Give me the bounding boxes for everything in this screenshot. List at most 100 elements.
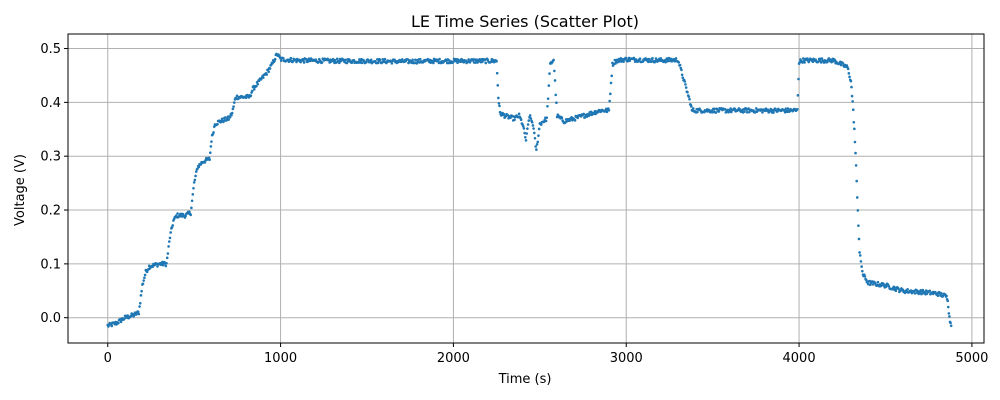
data-point bbox=[784, 107, 788, 110]
data-point bbox=[583, 116, 587, 119]
data-point bbox=[383, 57, 387, 61]
data-point bbox=[772, 111, 775, 114]
data-point bbox=[820, 57, 824, 60]
data-point bbox=[502, 112, 506, 116]
data-point bbox=[857, 237, 861, 241]
data-point bbox=[197, 165, 201, 169]
data-point bbox=[684, 86, 688, 89]
x-tick-label: 2000 bbox=[437, 351, 470, 366]
data-point bbox=[854, 151, 857, 155]
data-point bbox=[522, 127, 526, 130]
data-point bbox=[686, 90, 689, 94]
data-point bbox=[539, 123, 543, 126]
plot-frame bbox=[67, 33, 985, 344]
data-point bbox=[192, 181, 196, 184]
data-point bbox=[232, 101, 236, 104]
y-tick-label: 0.0 bbox=[40, 311, 61, 326]
data-point bbox=[871, 283, 875, 286]
data-point bbox=[216, 122, 219, 126]
x-axis-label: Time (s) bbox=[498, 372, 552, 387]
data-point bbox=[168, 236, 172, 240]
data-point bbox=[119, 320, 123, 324]
data-point bbox=[495, 59, 498, 63]
data-point bbox=[674, 57, 678, 60]
data-point bbox=[667, 56, 671, 60]
data-point bbox=[267, 70, 270, 74]
data-point bbox=[803, 61, 806, 64]
data-point bbox=[304, 57, 308, 61]
data-point bbox=[176, 212, 179, 215]
data-point bbox=[714, 111, 718, 114]
data-point bbox=[210, 140, 213, 143]
data-point bbox=[664, 60, 667, 64]
data-point bbox=[856, 209, 860, 212]
data-point bbox=[189, 213, 193, 217]
data-point bbox=[573, 119, 577, 122]
y-tick-label: 0.1 bbox=[40, 257, 61, 272]
data-point bbox=[901, 288, 905, 291]
data-point bbox=[854, 164, 858, 167]
data-point bbox=[529, 117, 533, 120]
data-point bbox=[527, 119, 531, 122]
data-point bbox=[850, 85, 853, 89]
data-point bbox=[857, 224, 860, 227]
data-point bbox=[497, 96, 500, 100]
data-point bbox=[191, 193, 195, 196]
data-point bbox=[491, 58, 495, 62]
data-point bbox=[335, 57, 339, 61]
data-point bbox=[261, 76, 265, 79]
data-point bbox=[853, 127, 856, 131]
data-point bbox=[380, 61, 384, 64]
data-point bbox=[909, 289, 913, 292]
data-point bbox=[474, 61, 477, 64]
data-point bbox=[517, 112, 521, 116]
data-point bbox=[139, 294, 143, 297]
data-point bbox=[400, 58, 404, 61]
data-point bbox=[649, 60, 653, 64]
data-point bbox=[796, 94, 800, 97]
data-point bbox=[230, 111, 234, 115]
data-point bbox=[235, 94, 239, 98]
data-point bbox=[253, 88, 256, 91]
data-point bbox=[552, 58, 555, 62]
data-point bbox=[257, 79, 261, 83]
data-point bbox=[497, 102, 501, 105]
data-point bbox=[268, 67, 272, 70]
data-point bbox=[673, 59, 676, 63]
data-point bbox=[882, 282, 885, 285]
data-point bbox=[533, 136, 537, 140]
data-point bbox=[677, 61, 681, 64]
data-point bbox=[513, 118, 516, 122]
x-tick-label: 5000 bbox=[955, 351, 988, 366]
data-point bbox=[536, 140, 540, 144]
data-point bbox=[256, 82, 260, 86]
data-point bbox=[250, 89, 254, 93]
data-point bbox=[432, 61, 435, 65]
data-point bbox=[190, 206, 193, 210]
data-point bbox=[819, 61, 823, 64]
data-point bbox=[279, 59, 283, 62]
data-point bbox=[678, 63, 682, 67]
data-point bbox=[133, 313, 136, 317]
x-tick-label: 0 bbox=[104, 351, 112, 366]
data-point bbox=[884, 285, 888, 288]
data-point bbox=[126, 314, 129, 317]
data-point bbox=[717, 110, 721, 113]
data-point bbox=[525, 132, 528, 135]
data-point bbox=[203, 161, 207, 164]
data-point bbox=[546, 104, 549, 108]
x-tick-label: 1000 bbox=[264, 351, 297, 366]
data-point bbox=[486, 58, 490, 62]
data-point bbox=[532, 127, 535, 130]
data-point bbox=[524, 139, 528, 142]
data-point bbox=[498, 104, 501, 108]
data-point bbox=[607, 108, 611, 112]
chart-title: LE Time Series (Scatter Plot) bbox=[411, 12, 639, 31]
data-point bbox=[227, 118, 231, 121]
data-point bbox=[307, 57, 311, 61]
y-tick-label: 0.2 bbox=[40, 204, 61, 219]
data-point bbox=[138, 305, 141, 308]
data-point bbox=[378, 58, 382, 62]
data-point bbox=[647, 57, 651, 61]
data-point bbox=[690, 105, 693, 108]
